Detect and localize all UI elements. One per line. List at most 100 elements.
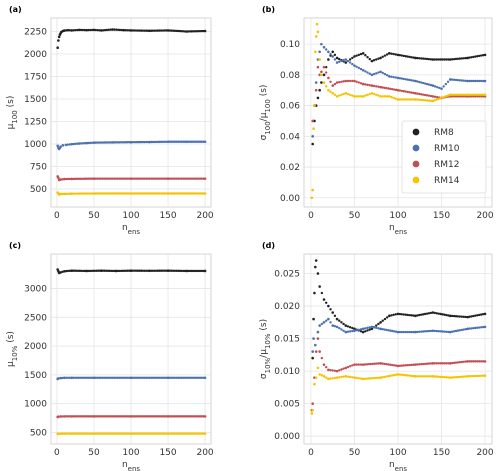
data-point (456, 78, 460, 82)
data-point (70, 177, 74, 181)
data-point (123, 376, 126, 379)
data-point (394, 88, 398, 92)
data-point (421, 375, 425, 378)
data-point (126, 141, 129, 144)
y-axis-label: σ100/μ100 (s) (259, 85, 272, 141)
data-point (481, 79, 485, 83)
data-point (77, 376, 80, 379)
data-point (158, 432, 161, 435)
data-point (118, 141, 121, 144)
data-point (466, 327, 469, 331)
data-point (136, 415, 139, 418)
data-point (346, 92, 350, 96)
data-point (359, 95, 363, 98)
data-point (368, 326, 371, 329)
data-point (92, 415, 96, 418)
series-rm12 (56, 415, 207, 419)
data-point (418, 330, 421, 333)
data-point (366, 329, 369, 332)
data-point (390, 75, 393, 78)
data-point (361, 330, 365, 334)
data-point (141, 432, 144, 435)
y-tick-label: 1000 (24, 400, 47, 410)
data-point (200, 192, 203, 195)
data-point (188, 140, 192, 143)
data-point (129, 432, 133, 435)
y-tick-label: 0.010 (274, 367, 300, 377)
data-point (320, 322, 324, 326)
data-point (479, 374, 483, 378)
data-point (112, 141, 116, 144)
data-point (392, 373, 396, 377)
data-point (333, 58, 337, 61)
data-point (454, 315, 458, 318)
data-point (141, 376, 144, 379)
data-point (106, 415, 109, 418)
data-point (423, 93, 427, 97)
data-point (427, 329, 431, 333)
data-point (160, 140, 163, 144)
data-point (181, 140, 185, 143)
data-point (163, 192, 166, 195)
data-point (433, 311, 436, 315)
data-point (123, 141, 126, 144)
data-point (200, 415, 203, 418)
data-point (68, 143, 71, 146)
data-point (311, 188, 315, 192)
data-point (353, 376, 356, 379)
data-point (118, 415, 121, 418)
data-point (408, 313, 411, 317)
data-point (153, 269, 156, 272)
data-point (195, 415, 198, 418)
data-point (483, 312, 487, 316)
data-point (406, 55, 409, 58)
data-point (466, 375, 469, 378)
data-point (348, 93, 352, 97)
data-point (429, 83, 433, 87)
data-point (72, 177, 75, 181)
data-point (385, 53, 389, 56)
data-point (373, 362, 376, 365)
data-point (144, 269, 148, 272)
data-point (329, 90, 332, 93)
data-point (404, 364, 407, 367)
data-point (327, 88, 330, 92)
data-point (476, 326, 479, 329)
data-point (390, 314, 393, 317)
data-point (464, 360, 467, 363)
data-point (342, 375, 345, 378)
data-point (180, 177, 183, 180)
data-point (322, 321, 326, 324)
data-point (324, 301, 328, 305)
data-point (355, 95, 358, 98)
data-point (73, 177, 77, 181)
data-point (320, 73, 323, 77)
data-point (335, 369, 339, 373)
data-point (79, 177, 82, 181)
data-point (124, 192, 128, 195)
data-point (146, 415, 150, 418)
data-point (433, 375, 436, 378)
data-point (181, 376, 185, 379)
data-point (412, 98, 415, 101)
x-axis-label: nens (389, 460, 407, 471)
data-point (73, 432, 77, 435)
data-point (368, 328, 371, 331)
data-point (361, 82, 365, 86)
data-point (97, 415, 101, 418)
data-point (394, 330, 398, 333)
data-point (124, 29, 127, 32)
data-point (163, 376, 166, 379)
data-point (318, 285, 321, 288)
data-point (320, 42, 323, 46)
data-point (146, 432, 150, 435)
data-point (141, 29, 144, 32)
data-point (373, 376, 376, 380)
data-point (338, 80, 341, 84)
data-point (416, 375, 419, 378)
data-point (106, 432, 109, 435)
data-point (472, 374, 475, 378)
data-point (124, 376, 128, 379)
data-point (329, 377, 332, 380)
